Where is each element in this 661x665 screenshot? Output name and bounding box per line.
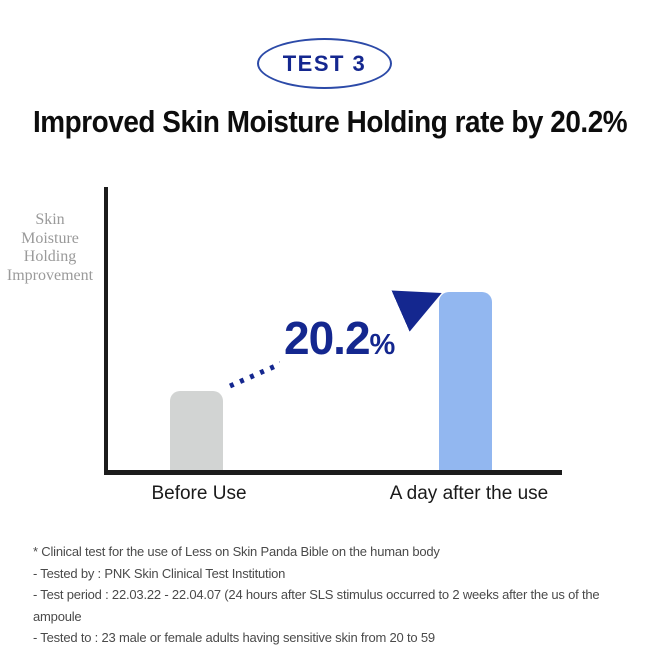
increase-arrow-icon bbox=[228, 290, 442, 389]
x-label-before-use: Before Use bbox=[151, 483, 247, 504]
page-title: Improved Skin Moisture Holding rate by 2… bbox=[33, 104, 628, 139]
footnote-line: - Tested by : PNK Skin Clinical Test Ins… bbox=[33, 565, 286, 581]
y-axis-label: Skin Moisture Holding Improvement bbox=[6, 211, 94, 284]
test-number-label: TEST 3 bbox=[282, 50, 367, 76]
x-label-after-use: A day after the use bbox=[389, 483, 549, 504]
footnote-line: - Tested to : 23 male or female adults h… bbox=[33, 630, 435, 645]
bar-after-use bbox=[439, 291, 492, 470]
moisture-bar-chart: Skin Moisture Holding Improvement 20.2% … bbox=[0, 187, 661, 527]
bar-before-use bbox=[170, 390, 223, 470]
percent-sign: % bbox=[369, 329, 396, 361]
footnotes: * Clinical test for the use of Less on S… bbox=[33, 541, 648, 649]
footnote-line: - Test period : 22.03.22 - 22.04.07 (24 … bbox=[33, 587, 600, 624]
increase-percent-label: 20.2% bbox=[280, 309, 400, 367]
footnote-line: * Clinical test for the use of Less on S… bbox=[33, 544, 440, 559]
plot-area: 20.2% bbox=[104, 187, 562, 475]
increase-percent-value: 20.2 bbox=[284, 312, 371, 364]
test-number-badge: TEST 3 bbox=[257, 38, 392, 89]
